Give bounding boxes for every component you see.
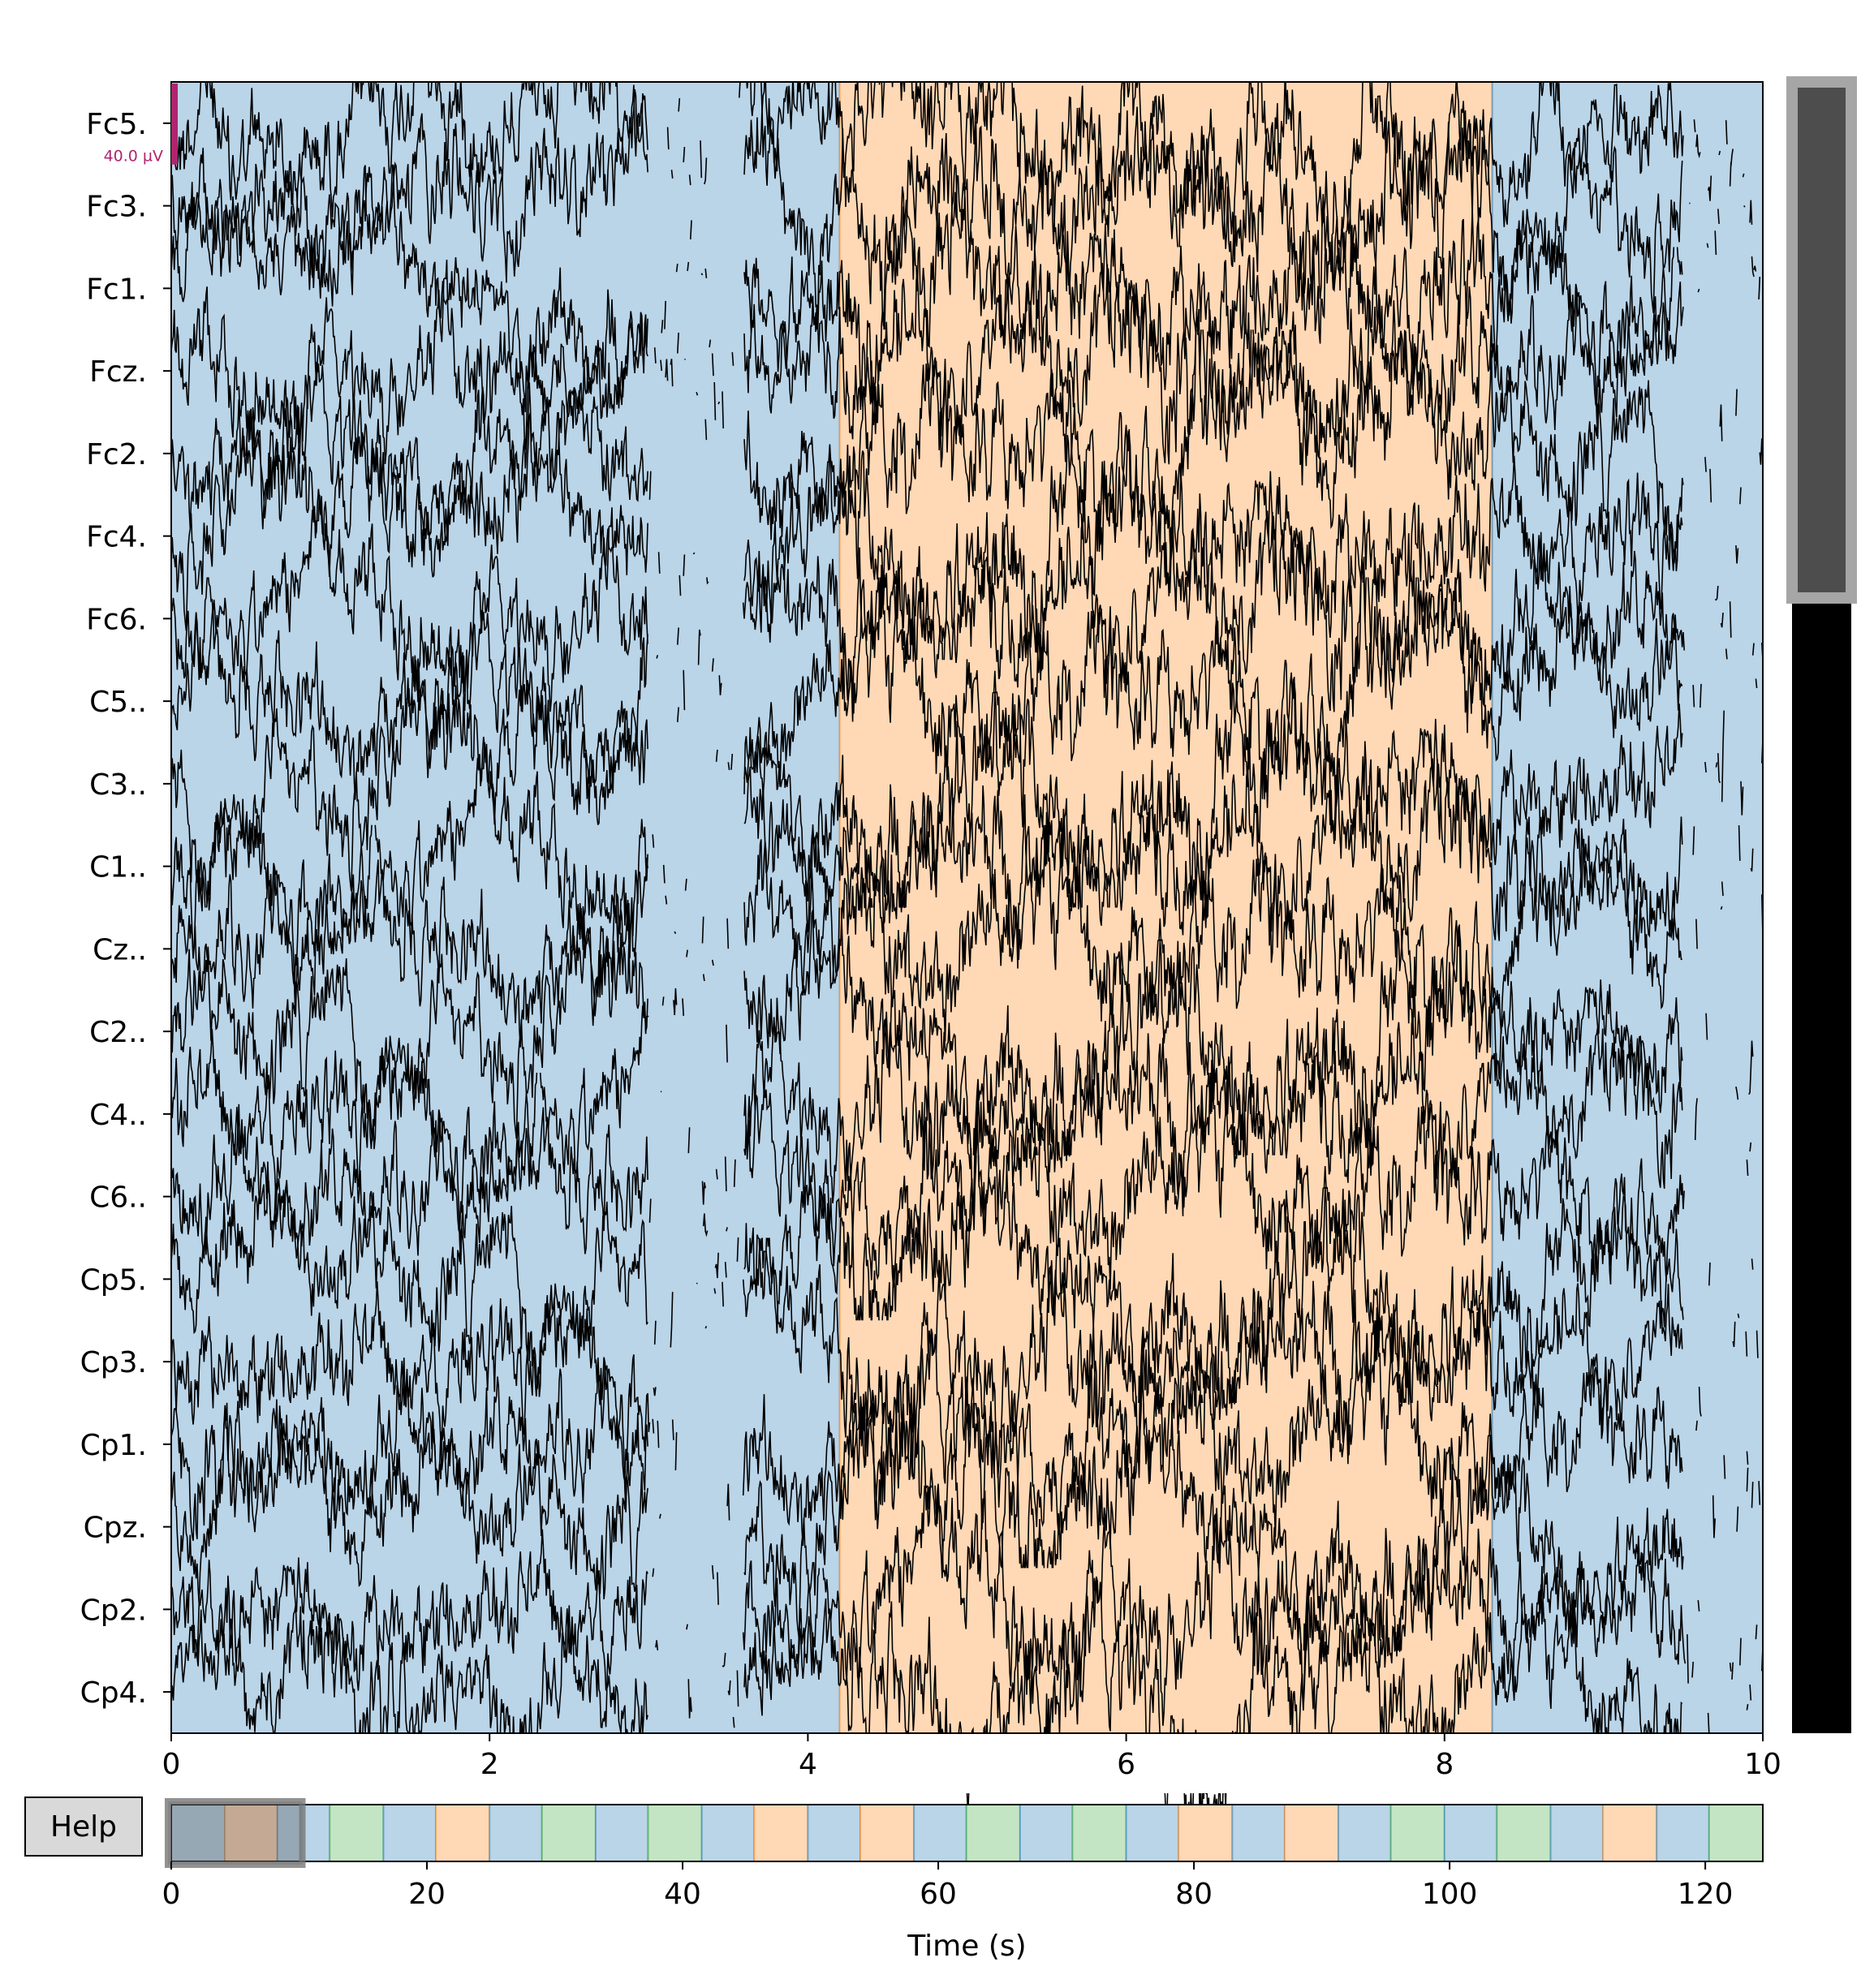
eeg-traces (171, 2, 1763, 1816)
channel-label-c2[interactable]: C2.. (89, 1016, 147, 1049)
channel-label-fc4[interactable]: Fc4. (86, 521, 147, 554)
overview-segment-t0[interactable] (1125, 1804, 1180, 1862)
overview-segment-t1[interactable] (859, 1804, 915, 1862)
channel-label-cz[interactable]: Cz.. (93, 933, 147, 966)
overview-tick-label: 120 (1678, 1878, 1734, 1911)
overview-segment-t1[interactable] (1283, 1804, 1340, 1862)
overview-visible-window[interactable] (165, 1798, 306, 1868)
overview-segment-t2[interactable] (1496, 1804, 1552, 1862)
overview-segment-t0[interactable] (1443, 1804, 1498, 1862)
overview-segment-t0[interactable] (1338, 1804, 1392, 1862)
overview-segment-t1[interactable] (224, 1804, 278, 1862)
channel-label-cp3[interactable]: Cp3. (80, 1346, 147, 1379)
help-button[interactable]: Help (24, 1797, 143, 1857)
overview-tick-label: 0 (162, 1878, 181, 1911)
top-mask (0, 0, 1874, 82)
overview-tick-label: 100 (1422, 1878, 1478, 1911)
channel-trace-cz (171, 824, 1763, 1056)
channel-label-fcz[interactable]: Fcz. (89, 355, 147, 389)
channel-label-fc5[interactable]: Fc5. (86, 108, 147, 141)
channel-label-cp5[interactable]: Cp5. (80, 1263, 147, 1297)
channel-label-c5[interactable]: C5.. (89, 686, 147, 719)
x-tick-label: 2 (480, 1748, 499, 1781)
channel-trace-c3 (171, 660, 1763, 908)
overview-segment-t2[interactable] (965, 1804, 1021, 1862)
channel-label-c4[interactable]: C4.. (89, 1099, 147, 1132)
channel-label-c3[interactable]: C3.. (89, 768, 147, 802)
scrollbar-thumb[interactable] (1786, 76, 1857, 604)
channel-label-c1[interactable]: C1.. (89, 851, 147, 884)
bottom-mask (0, 1733, 1874, 1793)
overview-segment-t0[interactable] (1019, 1804, 1074, 1862)
eeg-main-plot[interactable]: 40.0 µV Fc5. Fc3. Fc1. Fcz. Fc2. Fc4. Fc6. C5.. C… (0, 0, 1874, 1816)
x-tick-label: 4 (799, 1748, 817, 1781)
overview-segment-t0[interactable] (594, 1804, 649, 1862)
overview-segment-t1[interactable] (1602, 1804, 1658, 1862)
overview-segment-t1[interactable] (753, 1804, 809, 1862)
overview-segment-t2[interactable] (1071, 1804, 1127, 1862)
overview-segment-t1[interactable] (1178, 1804, 1234, 1862)
channel-label-fc3[interactable]: Fc3. (86, 191, 147, 224)
overview-tick-label: 80 (1175, 1878, 1213, 1911)
overview-segment-t2[interactable] (329, 1804, 385, 1862)
overview-tick-label: 60 (920, 1878, 957, 1911)
overview-segment-t0[interactable] (1231, 1804, 1286, 1862)
overview-tick-label: 40 (664, 1878, 701, 1911)
overview-xlabel: Time (s) (907, 1930, 1026, 1963)
overview-segment-t0[interactable] (700, 1804, 756, 1862)
channel-label-cpz[interactable]: Cpz. (84, 1512, 147, 1545)
scale-label: 40.0 µV (104, 148, 163, 166)
channel-label-c6[interactable]: C6.. (89, 1181, 147, 1215)
overview-segment-t0[interactable] (489, 1804, 543, 1862)
overview-segment-t0[interactable] (170, 1804, 226, 1862)
overview-segment-t2[interactable] (1708, 1804, 1764, 1862)
channel-label-cp2[interactable]: Cp2. (80, 1594, 147, 1627)
channel-trace-c5 (171, 577, 1763, 825)
time-overview-bar[interactable]: 0 20 40 60 80 100 120 Time (s) (0, 1777, 1874, 1988)
channel-label-cp1[interactable]: Cp1. (80, 1429, 147, 1462)
channel-trace-fc2 (171, 329, 1763, 578)
overview-segment-t0[interactable] (807, 1804, 861, 1862)
overview-segment-t0[interactable] (1549, 1804, 1605, 1862)
x-tick-label: 8 (1435, 1748, 1454, 1781)
overview-segment-t0[interactable] (913, 1804, 967, 1862)
overview-segment-t0[interactable] (1656, 1804, 1710, 1862)
channel-label-fc1[interactable]: Fc1. (86, 273, 147, 306)
overview-segment-t2[interactable] (1389, 1804, 1445, 1862)
overview-tick-label: 20 (408, 1878, 446, 1911)
scale-bar (171, 84, 178, 165)
x-tick-label: 6 (1117, 1748, 1135, 1781)
plot-frame (170, 81, 1764, 1734)
x-tick-label: 0 (162, 1748, 181, 1781)
channel-label-cp4[interactable]: Cp4. (80, 1676, 147, 1710)
overview-segment-t1[interactable] (435, 1804, 491, 1862)
channel-scrollbar[interactable] (0, 0, 1874, 1793)
x-tick-label: 10 (1744, 1748, 1781, 1781)
overview-segment-t0[interactable] (382, 1804, 437, 1862)
left-mask (0, 0, 171, 1793)
channel-label-fc2[interactable]: Fc2. (86, 438, 147, 471)
overview-segment-t2[interactable] (647, 1804, 703, 1862)
channel-label-fc6[interactable]: Fc6. (86, 603, 147, 636)
overview-segment-t2[interactable] (541, 1804, 597, 1862)
